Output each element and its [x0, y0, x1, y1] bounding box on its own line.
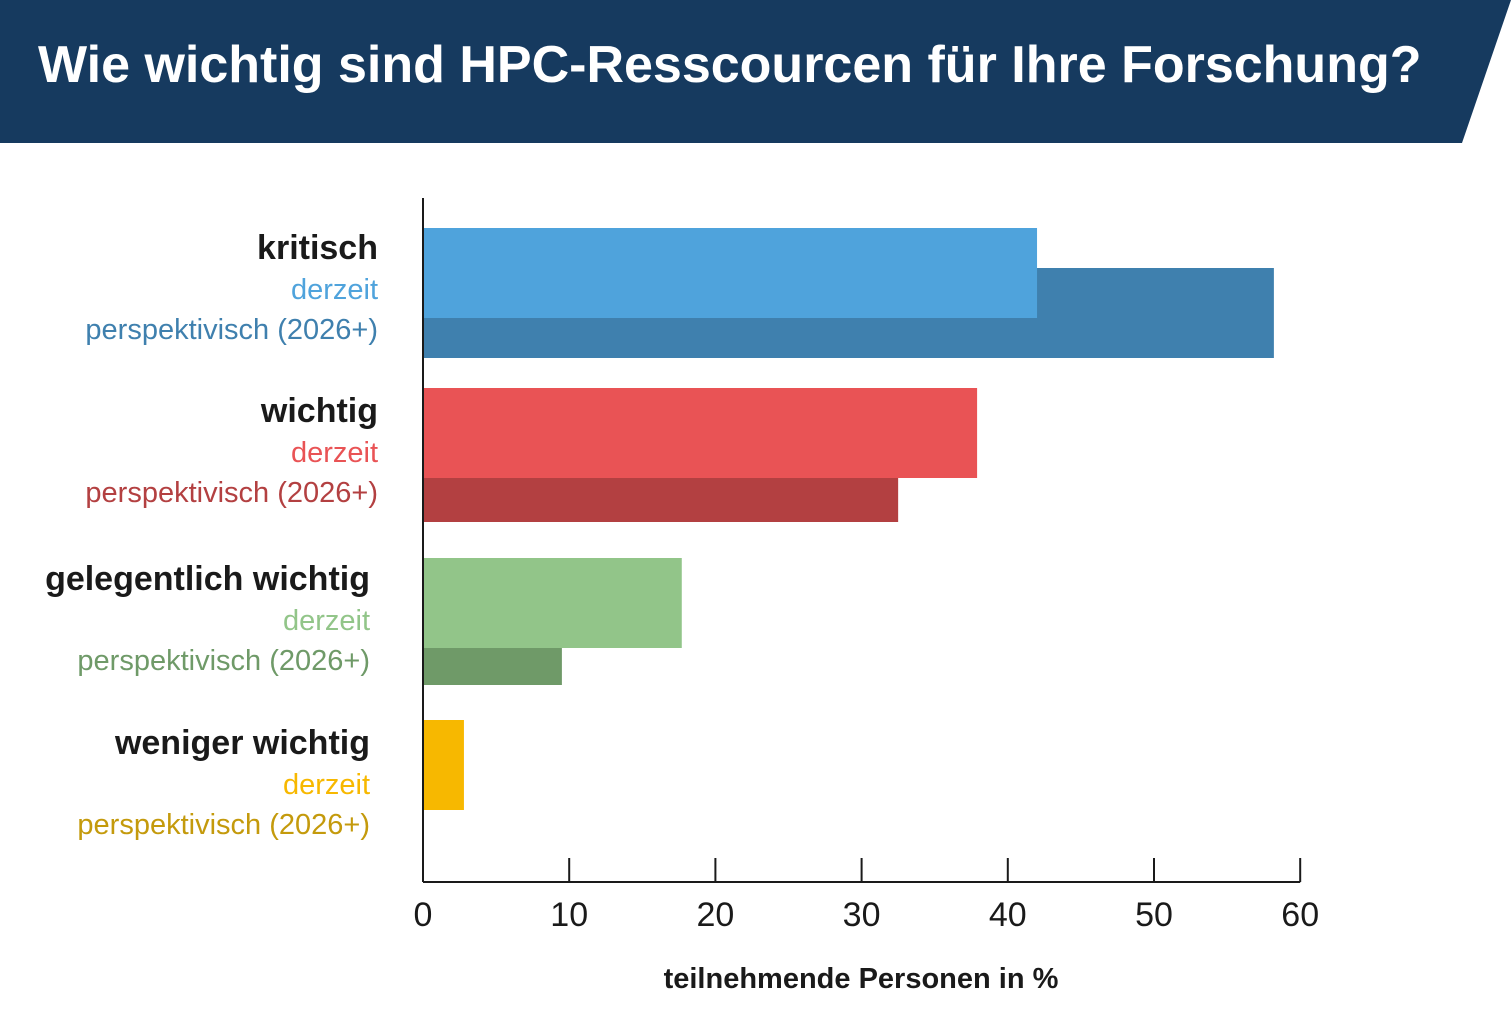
- bar-3-perspektivisch: [423, 648, 562, 685]
- chart-title: Wie wichtig sind HPC-Resscourcen für Ihr…: [38, 36, 1421, 94]
- x-tick-label: 40: [989, 896, 1027, 934]
- bar-3-derzeit: [423, 558, 682, 648]
- series-label-perspektivisch: perspektivisch (2026+): [77, 645, 370, 677]
- bar-4-derzeit: [423, 720, 464, 810]
- category-label: gelegentlich wichtig: [45, 560, 370, 598]
- title-banner: Wie wichtig sind HPC-Resscourcen für Ihr…: [0, 0, 1511, 143]
- category-label: kritisch: [257, 229, 378, 267]
- category-label: weniger wichtig: [114, 724, 370, 762]
- bar-1-derzeit: [423, 228, 1038, 318]
- category-labels: kritisch derzeit perspektivisch (2026+) wic…: [45, 229, 378, 841]
- x-tick-label: 0: [414, 896, 433, 934]
- series-label-derzeit: derzeit: [283, 769, 370, 801]
- bar-2-derzeit: [423, 388, 978, 478]
- x-axis-title: teilnehmende Personen in %: [664, 963, 1059, 995]
- series-label-derzeit: derzeit: [291, 274, 378, 306]
- x-tick-label: 60: [1281, 896, 1319, 934]
- series-label-perspektivisch: perspektivisch (2026+): [85, 314, 378, 346]
- bar-2-perspektivisch: [423, 478, 899, 522]
- x-tick-label: 10: [550, 896, 588, 934]
- series-label-derzeit: derzeit: [283, 605, 370, 637]
- series-label-perspektivisch: perspektivisch (2026+): [85, 477, 378, 509]
- series-label-derzeit: derzeit: [291, 437, 378, 469]
- series-label-perspektivisch: perspektivisch (2026+): [77, 809, 370, 841]
- x-axis: 0 10 20 30 40 50 60: [414, 198, 1319, 934]
- category-label: wichtig: [260, 392, 378, 430]
- bars: [423, 228, 1274, 810]
- x-tick-label: 30: [843, 896, 881, 934]
- title-banner-background: [0, 0, 1511, 143]
- x-tick-label: 50: [1135, 896, 1173, 934]
- x-tick-label: 20: [696, 896, 734, 934]
